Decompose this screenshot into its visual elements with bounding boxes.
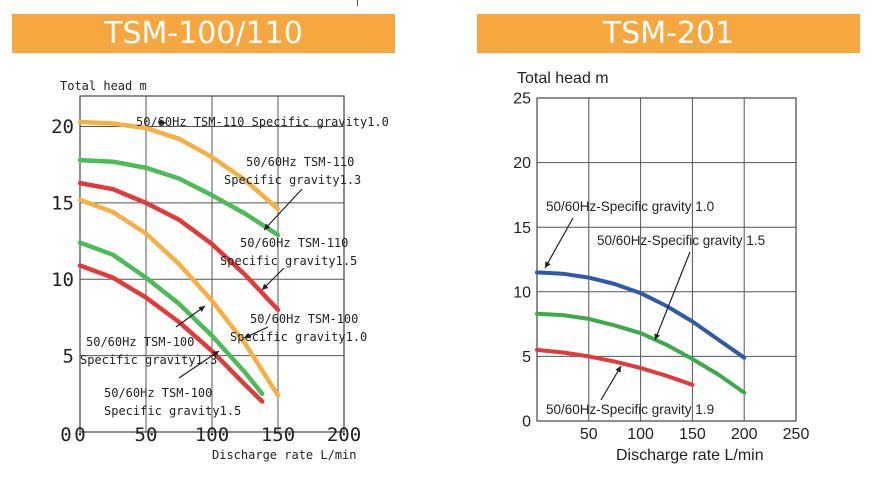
annotation-arrowhead: [615, 366, 621, 373]
series-line: [535, 270, 747, 360]
y-tick-label: 0: [522, 414, 531, 431]
series-line: [77, 180, 281, 313]
series-annotation: Specific gravity1.0: [230, 330, 367, 344]
series-annotation: Specific gravity1.3: [224, 173, 361, 187]
x-tick-label: 150: [261, 424, 295, 446]
series-line: [535, 347, 695, 387]
y-axis-label: Total head m: [517, 70, 609, 87]
series-annotation: 50/60Hz-Specific gravity 1.5: [597, 233, 765, 248]
series-line: [77, 240, 265, 397]
annotation-leader: [263, 188, 303, 231]
annotation-arrowhead: [545, 261, 551, 268]
annotation-leader: [178, 350, 220, 379]
series-annotation: 50/60Hz TSM-110: [246, 155, 354, 169]
y-tick-label: 20: [51, 116, 74, 138]
banner-tsm-201: TSM-201: [477, 14, 860, 53]
series-line: [535, 311, 747, 395]
series-annotation: 50/60Hz-Specific gravity 1.0: [546, 199, 714, 214]
x-tick-label: 0: [74, 424, 85, 446]
x-axis-label: Discharge rate L/min: [212, 448, 357, 462]
x-tick-label: 200: [327, 424, 361, 446]
x-axis-label: Discharge rate L/min: [616, 447, 764, 464]
x-tick-label: 200: [731, 426, 758, 443]
annotation-arrowhead: [244, 332, 251, 339]
series-line: [77, 119, 281, 212]
x-tick-label: 100: [627, 426, 654, 443]
series-annotation: Specific gravity1.5: [220, 254, 357, 268]
series-annotation: 50/60Hz TSM-100: [86, 335, 194, 349]
series-line: [77, 263, 265, 404]
origin-tick-label: 0: [60, 424, 71, 446]
banner-tsm-100-110: TSM-100/110: [12, 14, 395, 53]
y-tick-label: 25: [513, 91, 531, 108]
annotation-arrowhead: [262, 283, 269, 290]
series-annotation: 50/60Hz TSM-100: [104, 386, 212, 400]
top-tick-mark: [357, 0, 358, 6]
annotation-arrowhead: [264, 223, 271, 230]
y-tick-label: 10: [513, 284, 531, 301]
y-tick-label: 5: [63, 345, 74, 367]
y-tick-label: 5: [522, 349, 531, 366]
x-tick-label: 100: [195, 424, 229, 446]
series-annotation: 50/60Hz TSM-100: [250, 312, 358, 326]
annotation-arrowhead: [198, 306, 205, 312]
annotation-arrowhead: [212, 351, 219, 357]
plot-frame: [536, 97, 797, 422]
series-annotation: 50/60Hz-Specific gravity 1.9: [546, 402, 714, 417]
x-tick-label: 250: [783, 426, 810, 443]
y-tick-label: 20: [513, 155, 531, 172]
series-annotation: 50/60Hz TSM-110: [240, 236, 348, 250]
y-tick-label: 15: [51, 193, 74, 215]
series-line: [77, 197, 281, 398]
series-annotation: Specific gravity1.5: [104, 404, 241, 418]
annotation-arrowhead: [159, 119, 166, 126]
y-tick-label: 15: [513, 220, 531, 237]
y-tick-label: 10: [51, 269, 74, 291]
annotation-leader: [544, 217, 574, 269]
x-tick-label: 50: [135, 424, 158, 446]
x-tick-label: 50: [580, 426, 598, 443]
annotation-leader: [600, 365, 622, 401]
annotation-leader: [654, 251, 691, 341]
y-axis-label: Total head m: [60, 79, 147, 93]
series-line: [77, 157, 281, 238]
x-tick-label: 150: [679, 426, 706, 443]
series-annotation: 50/60Hz TSM-110 Specific gravity1.0: [136, 115, 389, 129]
series-annotation: Specific gravity1.3: [80, 353, 217, 367]
annotation-arrowhead: [654, 333, 661, 340]
